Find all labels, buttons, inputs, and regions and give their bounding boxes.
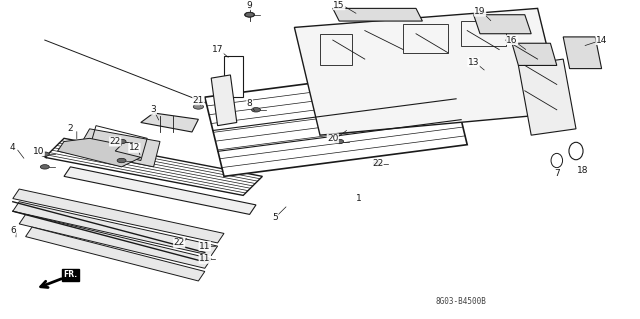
Text: 14: 14: [596, 36, 607, 45]
Text: 3: 3: [151, 105, 156, 114]
Polygon shape: [77, 129, 160, 167]
Text: 11: 11: [199, 241, 211, 251]
Text: 13: 13: [468, 58, 479, 67]
Text: 1: 1: [356, 194, 361, 203]
Polygon shape: [64, 167, 256, 214]
Text: 10: 10: [33, 146, 44, 156]
Polygon shape: [13, 189, 224, 243]
Text: 19: 19: [474, 7, 486, 16]
Polygon shape: [205, 65, 467, 176]
Text: 10: 10: [33, 146, 44, 156]
Polygon shape: [141, 113, 198, 132]
Text: 12: 12: [129, 143, 140, 152]
Text: 8G03-B4500B: 8G03-B4500B: [435, 297, 486, 306]
Text: 17: 17: [212, 45, 223, 54]
Polygon shape: [211, 75, 237, 126]
Text: FR.: FR.: [63, 270, 77, 279]
Text: 20: 20: [327, 134, 339, 143]
Circle shape: [40, 165, 49, 169]
Circle shape: [335, 139, 344, 144]
Polygon shape: [563, 37, 602, 69]
Polygon shape: [19, 214, 211, 268]
Circle shape: [200, 256, 209, 261]
Text: 16: 16: [506, 36, 518, 45]
Text: 21: 21: [193, 96, 204, 105]
Circle shape: [117, 158, 126, 163]
Circle shape: [40, 152, 49, 156]
Text: 22: 22: [109, 137, 121, 146]
Text: 18: 18: [577, 166, 588, 174]
Polygon shape: [58, 138, 141, 167]
Circle shape: [244, 12, 255, 17]
Text: 9: 9: [247, 1, 252, 10]
Text: 4: 4: [10, 143, 15, 152]
Text: 22: 22: [372, 159, 383, 168]
Polygon shape: [474, 15, 531, 34]
Polygon shape: [518, 59, 576, 135]
Circle shape: [193, 104, 204, 109]
Polygon shape: [45, 138, 262, 195]
Circle shape: [245, 12, 254, 17]
Text: 7: 7: [554, 169, 559, 178]
Text: 2: 2: [68, 124, 73, 133]
Text: 8: 8: [247, 99, 252, 108]
Circle shape: [117, 139, 126, 144]
Polygon shape: [224, 56, 243, 97]
Text: 5: 5: [273, 213, 278, 222]
Text: 6: 6: [10, 226, 15, 235]
Circle shape: [373, 161, 382, 166]
Circle shape: [200, 244, 209, 248]
Polygon shape: [333, 8, 422, 21]
Circle shape: [252, 108, 260, 112]
Polygon shape: [26, 227, 205, 281]
Polygon shape: [512, 43, 557, 65]
Text: 22: 22: [173, 238, 185, 248]
Text: 15: 15: [333, 1, 345, 10]
Text: 11: 11: [199, 254, 211, 263]
Polygon shape: [294, 8, 563, 135]
Polygon shape: [13, 202, 218, 256]
